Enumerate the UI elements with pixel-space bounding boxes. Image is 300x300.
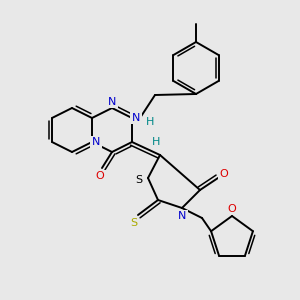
Text: O: O — [220, 169, 228, 179]
Text: H: H — [146, 117, 154, 127]
Text: H: H — [152, 137, 160, 147]
Text: N: N — [178, 211, 186, 221]
Text: O: O — [228, 204, 236, 214]
Text: N: N — [108, 97, 116, 107]
Text: S: S — [135, 175, 142, 185]
Text: O: O — [96, 171, 104, 181]
Text: N: N — [132, 113, 140, 123]
Text: S: S — [130, 218, 138, 228]
Text: N: N — [92, 137, 100, 147]
